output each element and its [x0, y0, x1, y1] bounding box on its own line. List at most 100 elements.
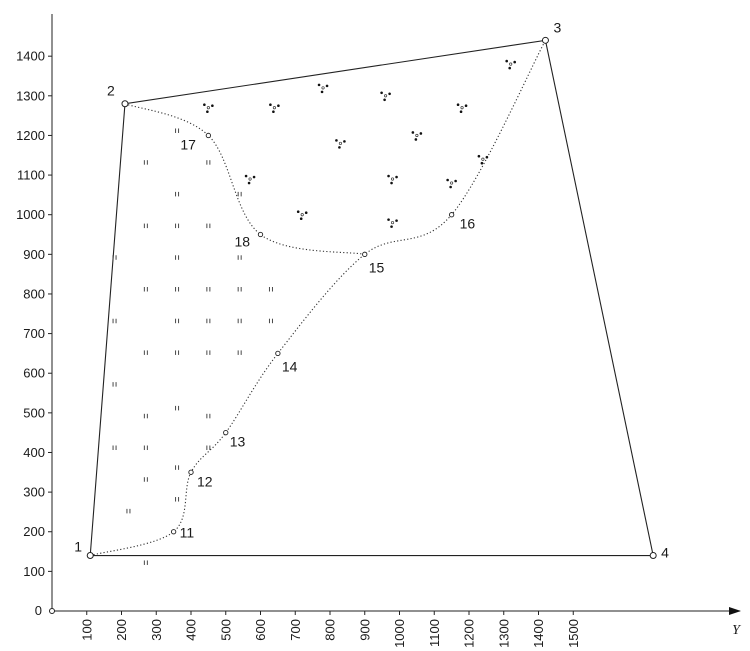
- tree-symbol: [317, 83, 329, 94]
- tree-symbol: [505, 59, 516, 70]
- y-tick-label: 200: [23, 524, 45, 539]
- point-marker-14: [275, 350, 281, 357]
- corner-marker-1: [86, 552, 94, 560]
- point-label-13: 13: [230, 434, 246, 450]
- grass-symbol: [143, 160, 148, 165]
- grass-symbol: [206, 223, 211, 229]
- corner-label-3: 3: [553, 19, 561, 35]
- grass-symbol: [237, 350, 242, 355]
- x-tick-label: 800: [323, 619, 338, 641]
- x-tick-label: 700: [288, 619, 303, 641]
- y-tick-label: 300: [23, 485, 45, 500]
- x-axis-ticks: 100 200 300 400 500 600 700 800 900 1000 1100 1200 1…: [79, 611, 581, 648]
- tree-symbol: [269, 103, 280, 113]
- tree-symbol: [203, 103, 214, 113]
- tree-symbol: [244, 174, 256, 185]
- y-tick-label: 600: [23, 366, 45, 381]
- grass-symbol: [268, 286, 273, 292]
- point-marker-17: [205, 132, 212, 139]
- tree-symbol: [380, 91, 391, 102]
- grass-symbol: [143, 286, 148, 292]
- grass-symbol: [206, 286, 211, 292]
- point-label-16: 16: [460, 216, 476, 232]
- grass-symbol: [175, 255, 180, 260]
- grass-symbol: [112, 318, 117, 324]
- y-tick-label: 500: [23, 405, 45, 420]
- x-tick-label: 600: [253, 619, 268, 641]
- corner-label-1: 1: [74, 539, 82, 555]
- y-tick-label: 1300: [16, 88, 45, 103]
- corner-label-4: 4: [661, 545, 669, 561]
- x-tick-label: 200: [114, 619, 129, 641]
- grass-symbol: [175, 128, 180, 133]
- point-label-11: 11: [180, 525, 195, 541]
- grass-symbol: [237, 286, 242, 292]
- dotted-curve-lower: [90, 40, 546, 557]
- grass-symbol: [206, 318, 211, 324]
- grass-symbols: [112, 128, 273, 565]
- point-label-14: 14: [282, 358, 298, 374]
- tree-symbol: [411, 131, 423, 141]
- grass-symbol: [126, 508, 131, 514]
- y-tick-label: 1400: [16, 49, 45, 64]
- x-tick-label: 500: [218, 619, 233, 641]
- y-tick-label: 800: [23, 286, 45, 301]
- grass-symbol: [175, 350, 180, 355]
- y-tick-label: 400: [23, 445, 45, 460]
- y-tick-label: 900: [23, 247, 45, 262]
- parcel-boundary: [89, 39, 654, 557]
- origin-label: 0: [35, 603, 42, 618]
- point-marker-11: [170, 529, 177, 535]
- grass-symbol: [112, 255, 117, 260]
- grass-symbol: [175, 405, 180, 411]
- x-tick-label: 900: [357, 619, 372, 641]
- corner-marker-3: [541, 36, 549, 44]
- grass-symbol: [206, 445, 211, 451]
- x-tick-label: 100: [79, 619, 94, 641]
- grass-symbol: [175, 286, 180, 292]
- y-tick-label: 1000: [16, 207, 45, 222]
- grass-symbol: [175, 318, 180, 324]
- point-label-12: 12: [197, 473, 213, 489]
- grass-symbol: [175, 497, 180, 502]
- grass-symbol: [112, 445, 117, 451]
- tree-symbols: [203, 59, 516, 228]
- grass-symbol: [143, 560, 148, 565]
- tree-symbol: [296, 210, 308, 220]
- point-marker-13: [223, 430, 229, 436]
- grass-symbol: [143, 445, 148, 451]
- y-tick-label: 100: [23, 564, 45, 579]
- grass-symbol: [143, 223, 148, 229]
- point-marker-15: [362, 251, 368, 257]
- origin-marker: [49, 608, 55, 614]
- y-tick-label: 1200: [16, 128, 45, 143]
- grass-symbol: [143, 477, 148, 482]
- grass-symbol: [206, 350, 211, 355]
- grass-symbol: [206, 160, 211, 165]
- point-label-15: 15: [369, 259, 385, 275]
- x-axis-label: Y: [732, 623, 742, 638]
- tree-symbol: [387, 174, 398, 185]
- point-marker-16: [448, 212, 455, 218]
- x-tick-label: 300: [149, 619, 164, 641]
- grass-symbol: [206, 413, 211, 419]
- grass-symbol: [175, 465, 180, 470]
- corner-marker-4: [649, 552, 657, 560]
- x-tick-label: 400: [184, 619, 199, 641]
- tree-symbol: [335, 139, 346, 149]
- grass-symbol: [237, 191, 242, 197]
- x-tick-label: 1500: [566, 619, 581, 648]
- x-tick-label: 1100: [427, 619, 442, 647]
- y-tick-label: 700: [23, 326, 45, 341]
- x-tick-label: 1400: [531, 619, 546, 648]
- point-marker-18: [257, 231, 264, 238]
- grass-symbol: [175, 223, 180, 229]
- y-axis-ticks: 100 200 300 400 500 600 700 800 900 1000 1100 1200 1…: [16, 49, 52, 579]
- grass-symbol: [175, 191, 180, 197]
- x-tick-label: 1200: [462, 619, 477, 648]
- corner-marker-2: [121, 100, 129, 108]
- corner-label-2: 2: [107, 83, 115, 99]
- x-tick-label: 1300: [496, 619, 511, 648]
- dotted-curve-upper: [124, 103, 365, 255]
